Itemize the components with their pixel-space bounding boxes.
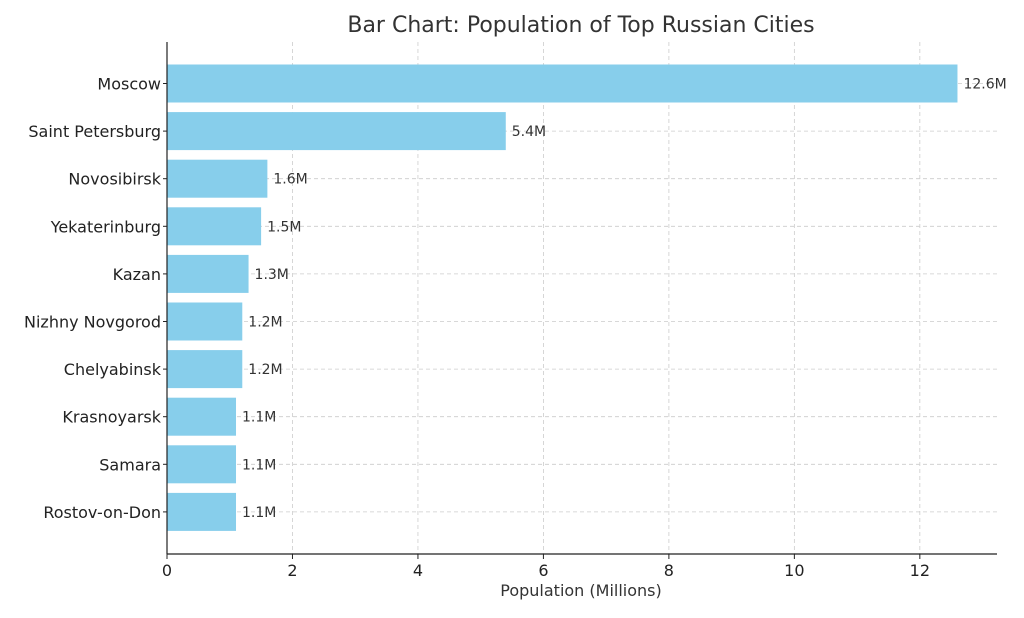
x-tick-label: 12 [910,561,930,580]
category-label: Saint Petersburg [28,122,161,141]
data-label: 1.6M [273,172,307,188]
bar [167,254,249,293]
x-tick-label: 6 [538,561,548,580]
x-tick-label: 10 [784,561,804,580]
data-label: 1.1M [242,457,276,473]
category-label: Novosibirsk [68,170,161,189]
category-label: Chelyabinsk [64,360,162,379]
data-label: 1.2M [248,362,282,378]
chart-title: Bar Chart: Population of Top Russian Cit… [347,13,814,38]
bar [167,492,237,531]
bar [167,445,237,484]
x-tick-label: 0 [162,561,172,580]
category-labels: Moscow Saint Petersburg Novosibirsk Yekater… [24,75,162,522]
x-tick-label: 8 [664,561,674,580]
category-label: Yekaterinburg [50,217,161,236]
bar [167,64,958,103]
data-label: 1.3M [255,267,289,283]
x-tick-label: 4 [413,561,423,580]
category-label: Moscow [97,75,161,94]
grid-lines [166,42,997,554]
category-label: Rostov-on-Don [43,503,161,522]
data-label: 1.1M [242,505,276,521]
data-label: 1.1M [242,410,276,426]
bar [167,159,268,198]
bar [167,112,506,151]
category-label: Nizhny Novgorod [24,313,161,332]
x-axis-label: Population (Millions) [500,581,661,600]
bars [167,64,958,531]
bar [167,207,262,246]
data-labels: 12.6M 5.4M 1.6M 1.5M 1.3M 1.2M 1.2M 1.1M 1.1M 1.1… [242,77,1007,521]
bar [167,397,237,436]
bar [167,350,243,389]
axes: 0 2 4 6 8 10 12 [162,42,997,580]
data-label: 12.6M [963,77,1006,93]
category-label: Kazan [113,265,161,284]
data-label: 1.5M [267,219,301,235]
category-label: Krasnoyarsk [62,408,161,427]
x-tick-label: 2 [287,561,297,580]
category-label: Samara [99,455,161,474]
data-label: 1.2M [248,315,282,331]
bar [167,302,243,341]
data-label: 5.4M [512,124,546,140]
